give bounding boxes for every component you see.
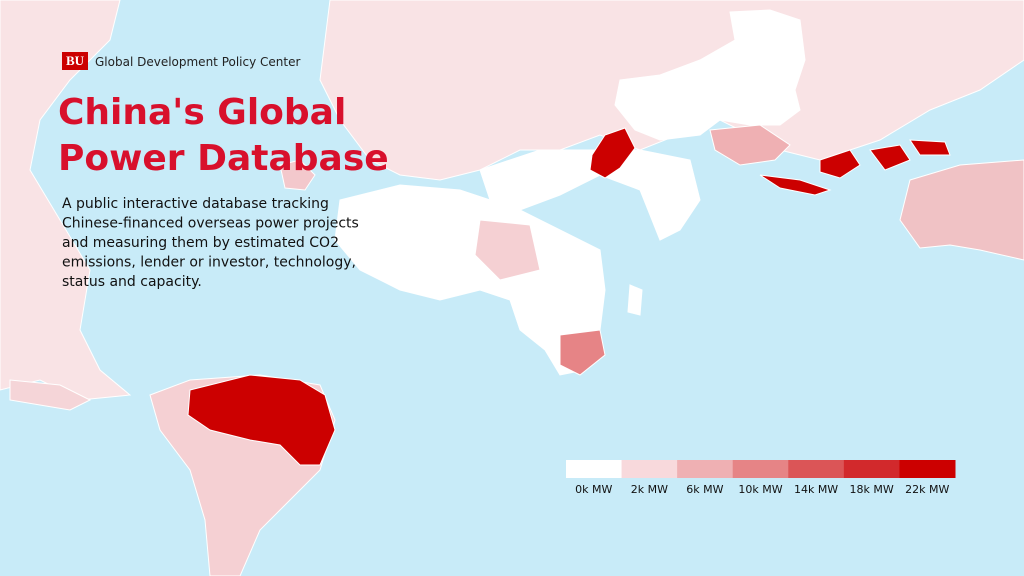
legend-swatch — [732, 460, 789, 478]
south-africa — [559, 329, 606, 376]
title-line: Power Database — [58, 138, 389, 179]
central-america — [9, 379, 92, 411]
legend-label: 14k MW — [794, 483, 838, 496]
description-line: A public interactive database tracking — [62, 196, 329, 212]
legend-label: 10k MW — [738, 483, 782, 496]
description-line: and measuring them by estimated CO2 — [62, 235, 339, 251]
legend-label: 22k MW — [905, 483, 949, 496]
southeast-asia — [709, 124, 791, 166]
madagascar — [627, 284, 643, 316]
description-line: status and capacity. — [62, 274, 202, 290]
africa-country — [474, 219, 541, 281]
legend-swatch — [788, 460, 845, 478]
legend-label: 6k MW — [686, 483, 723, 496]
logo-box — [62, 52, 88, 70]
legend-swatch — [677, 460, 734, 478]
legend-swatch — [566, 460, 623, 478]
europe-country — [279, 159, 316, 191]
legend-label: 0k MW — [575, 483, 612, 496]
org-name: Global Development Policy Center — [95, 55, 300, 69]
legend-swatch — [899, 460, 956, 478]
africa — [334, 184, 606, 376]
legend-swatch — [621, 460, 678, 478]
description-line: Chinese-financed overseas power projects — [62, 216, 359, 232]
legend-label: 2k MW — [631, 483, 668, 496]
legend-label: 18k MW — [850, 483, 894, 496]
title-line: China's Global — [58, 92, 346, 133]
pakistan — [589, 127, 636, 179]
logo: BU — [66, 53, 85, 68]
indonesia — [759, 139, 951, 196]
description-line: emissions, lender or investor, technolog… — [62, 255, 356, 271]
australia — [899, 159, 1024, 261]
legend-swatch — [843, 460, 900, 478]
brazil — [187, 374, 336, 466]
china — [614, 9, 806, 141]
